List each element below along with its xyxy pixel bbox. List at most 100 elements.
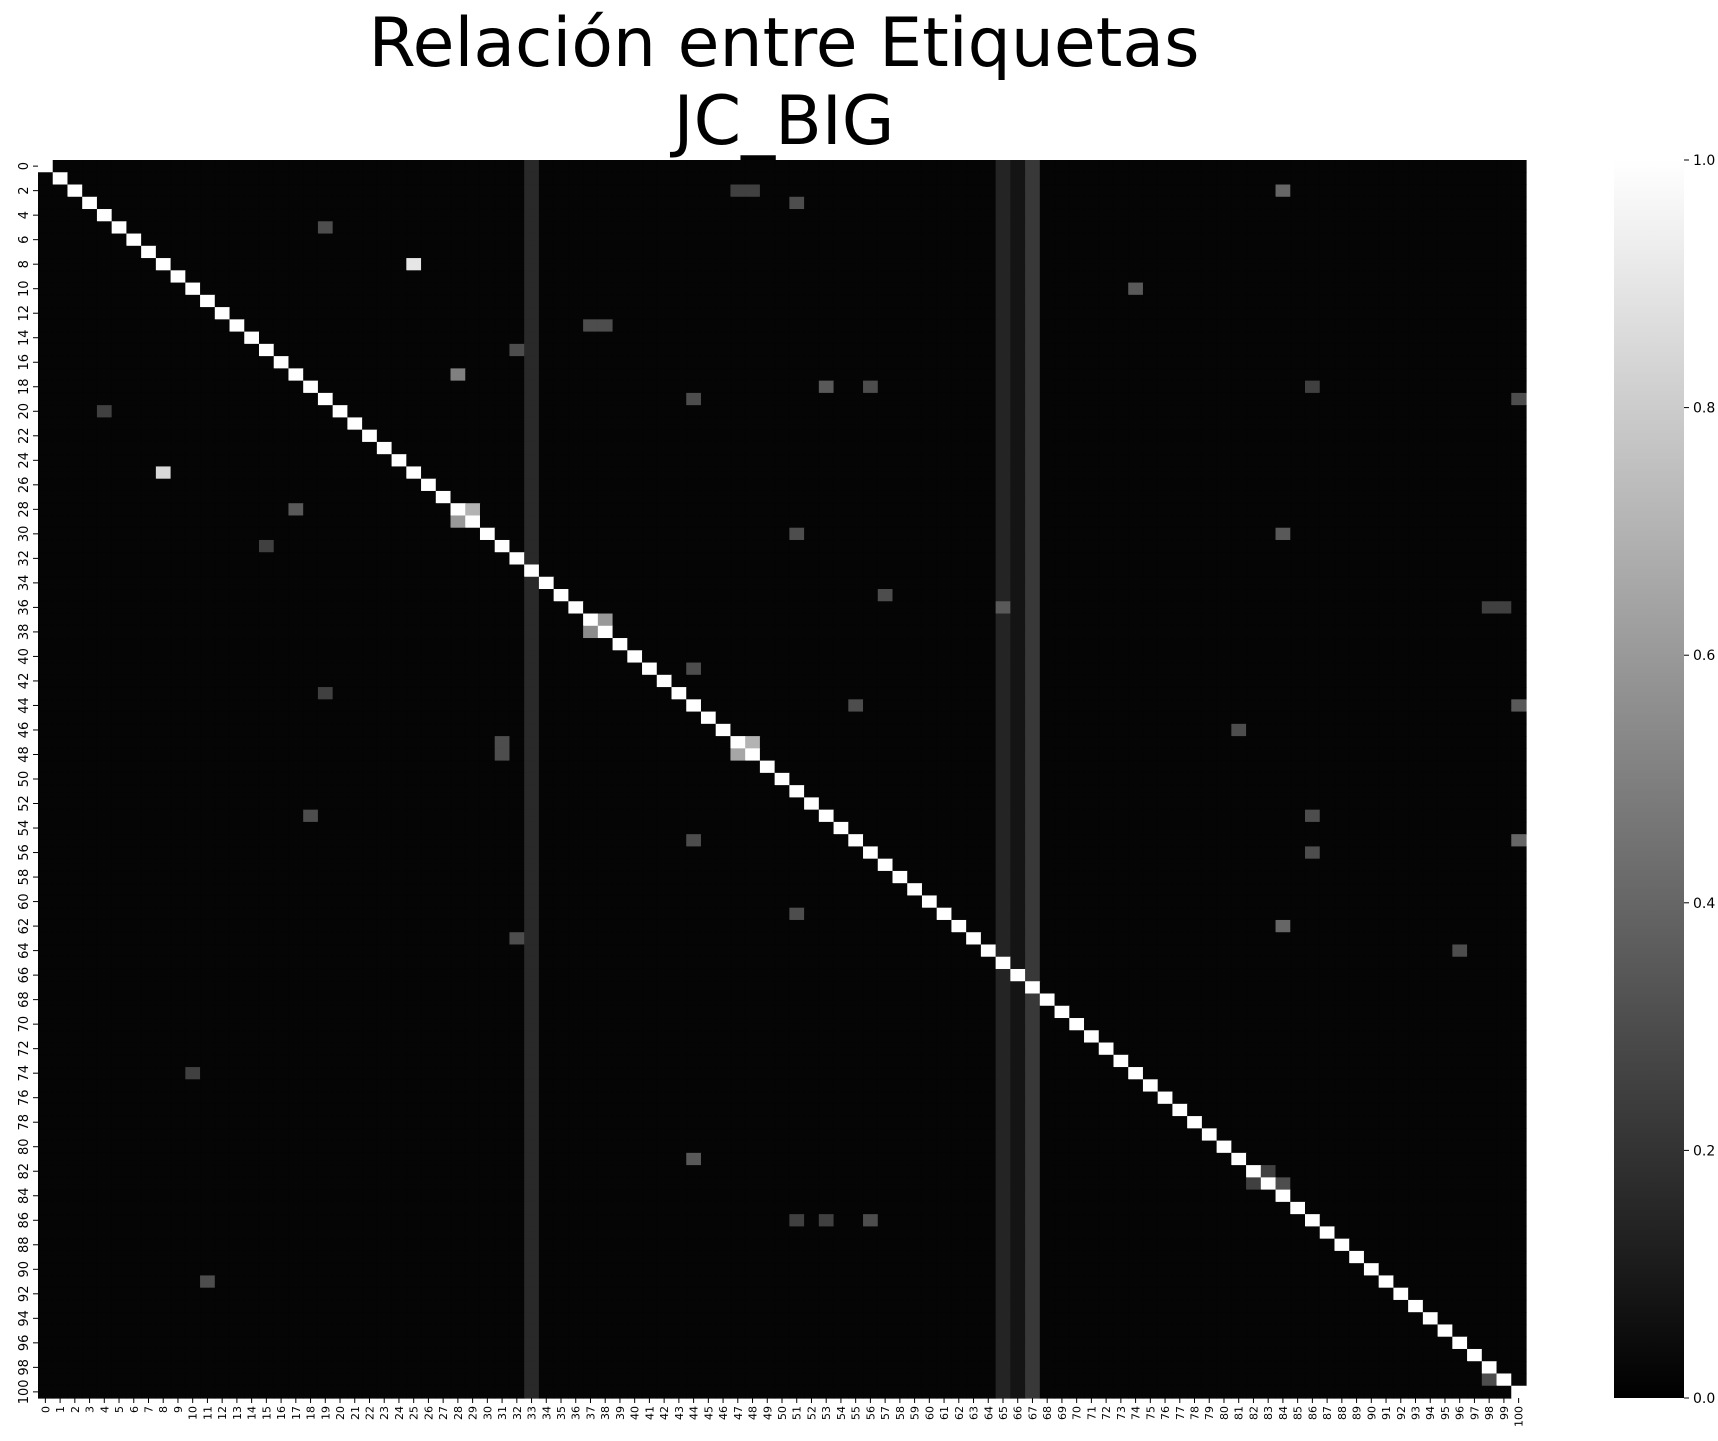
heatmap-cell [303,625,319,639]
heatmap-cell [627,245,643,259]
heatmap-cell [1039,160,1056,173]
heatmap-cell [244,417,260,431]
heatmap-cell [52,564,69,578]
heatmap-cell [1422,589,1439,602]
heatmap-cell [686,429,702,443]
heatmap-cell [347,331,363,345]
heatmap-cell [465,319,481,333]
heatmap-cell [214,736,231,749]
heatmap-cell [686,478,702,492]
heatmap-cell [936,233,953,247]
heatmap-cell [1334,441,1350,455]
heatmap-cell [52,368,69,382]
heatmap-cell [141,650,157,664]
heatmap-cell [1334,331,1350,345]
heatmap-cell [362,552,378,566]
heatmap-cell [391,723,407,737]
heatmap-cell [1113,160,1129,173]
heatmap-cell [273,638,290,651]
heatmap-cell [1275,490,1291,504]
heatmap-cell [1201,527,1218,541]
heatmap-cell [273,282,290,296]
heatmap-cell [1467,429,1483,443]
heatmap-cell [1260,638,1277,651]
heatmap-cell [1142,172,1159,186]
heatmap-cell [966,527,982,541]
heatmap-cell [1511,589,1527,602]
heatmap-cell [804,613,820,627]
heatmap-cell [583,589,599,602]
heatmap-cell [376,564,393,578]
heatmap-cell [1275,417,1291,431]
heatmap-cell [818,172,835,186]
heatmap-cell [789,490,805,504]
heatmap-cell [1319,490,1336,504]
heatmap-cell [1393,613,1409,627]
heatmap-cell [686,233,702,247]
heatmap-cell [288,564,304,578]
heatmap-cell [538,282,555,296]
heatmap-cell [715,454,732,468]
heatmap-cell [1481,748,1498,762]
heatmap-cell [863,478,879,492]
heatmap-cell [597,270,614,284]
heatmap-cell [1275,343,1291,357]
heatmap-cell [568,331,584,345]
heatmap-cell [1290,221,1306,235]
heatmap-cell [1408,233,1424,247]
heatmap-cell [96,405,113,419]
heatmap-cell [1393,552,1409,566]
heatmap-cell [1201,172,1218,186]
heatmap-cell [583,736,599,749]
heatmap-cell [1128,245,1144,259]
heatmap-cell [524,172,540,186]
heatmap-cell [774,307,790,320]
heatmap-cell [538,417,555,431]
heatmap-cell [1246,748,1262,762]
heatmap-cell [1290,613,1306,627]
heatmap-cell [479,539,496,553]
heatmap-cell [406,589,422,602]
heatmap-cell [627,564,643,578]
heatmap-cell [273,294,290,308]
heatmap-cell [1437,613,1453,627]
heatmap-cell [583,503,599,517]
heatmap-cell [376,674,393,688]
heatmap-cell [877,405,894,419]
heatmap-cell [627,454,643,468]
heatmap-cell [980,343,997,357]
heatmap-cell [1496,662,1512,676]
heatmap-cell [833,539,849,553]
heatmap-cell [288,392,304,406]
heatmap-cell [332,282,348,296]
heatmap-cell [96,209,113,222]
heatmap-cell [848,699,864,713]
heatmap-cell [450,417,466,431]
heatmap-cell [1496,552,1512,566]
heatmap-cell [1216,515,1232,529]
heatmap-cell [1275,221,1291,235]
heatmap-cell [494,209,511,222]
heatmap-cell [1511,454,1527,468]
heatmap-cell [258,490,275,504]
heatmap-cell [568,294,584,308]
heatmap-cell [524,699,540,713]
heatmap-cell [450,454,466,468]
heatmap-cell [774,160,790,173]
heatmap-cell [686,466,702,480]
heatmap-cell [435,319,452,333]
heatmap-cell [966,539,982,553]
heatmap-cell [1157,294,1174,308]
heatmap-cell [951,356,967,369]
heatmap-cell [936,638,953,651]
heatmap-cell [1098,380,1115,394]
heatmap-cell [730,552,746,566]
heatmap-cell [1334,172,1350,186]
heatmap-cell [1452,625,1468,639]
heatmap-cell [406,368,422,382]
heatmap-cell [1216,723,1232,737]
heatmap-cell [524,662,540,676]
heatmap-cell [82,760,98,774]
heatmap-cell [141,429,157,443]
heatmap-cell [126,736,142,749]
